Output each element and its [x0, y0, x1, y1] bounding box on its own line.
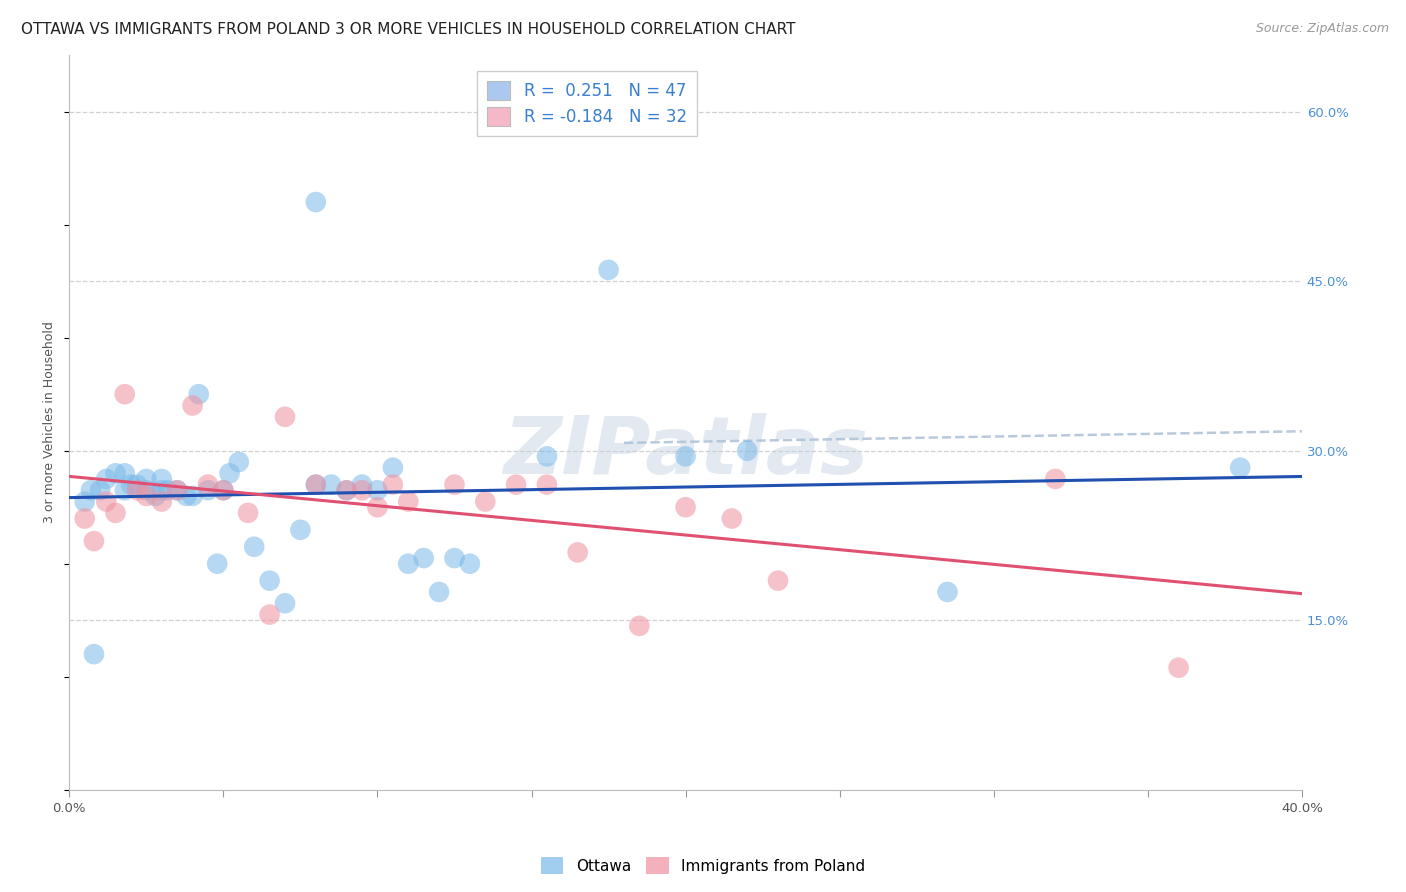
Point — [212, 483, 235, 498]
Text: ZIPatlas: ZIPatlas — [503, 413, 868, 491]
Point — [675, 500, 697, 515]
Point — [187, 387, 209, 401]
Point — [567, 545, 589, 559]
Point — [675, 450, 697, 464]
Point — [114, 387, 136, 401]
Point — [104, 506, 127, 520]
Point — [305, 477, 328, 491]
Point — [156, 483, 179, 498]
Point — [290, 523, 312, 537]
Point — [259, 574, 281, 588]
Point — [1045, 472, 1067, 486]
Point — [381, 460, 404, 475]
Point — [628, 619, 651, 633]
Point — [1229, 460, 1251, 475]
Point — [350, 483, 373, 498]
Point — [228, 455, 250, 469]
Point — [321, 477, 343, 491]
Point — [120, 477, 142, 491]
Point — [197, 483, 219, 498]
Point — [205, 557, 228, 571]
Point — [443, 551, 465, 566]
Text: OTTAWA VS IMMIGRANTS FROM POLAND 3 OR MORE VEHICLES IN HOUSEHOLD CORRELATION CHA: OTTAWA VS IMMIGRANTS FROM POLAND 3 OR MO… — [21, 22, 796, 37]
Point — [458, 557, 481, 571]
Point — [396, 557, 419, 571]
Point — [396, 494, 419, 508]
Point — [104, 467, 127, 481]
Point — [166, 483, 188, 498]
Point — [598, 263, 620, 277]
Point — [73, 494, 96, 508]
Point — [135, 472, 157, 486]
Point — [150, 483, 173, 498]
Text: Source: ZipAtlas.com: Source: ZipAtlas.com — [1256, 22, 1389, 36]
Point — [114, 467, 136, 481]
Legend: Ottawa, Immigrants from Poland: Ottawa, Immigrants from Poland — [534, 851, 872, 880]
Point — [1167, 661, 1189, 675]
Point — [166, 483, 188, 498]
Point — [381, 477, 404, 491]
Point — [243, 540, 266, 554]
Point — [83, 534, 105, 549]
Point — [336, 483, 359, 498]
Y-axis label: 3 or more Vehicles in Household: 3 or more Vehicles in Household — [44, 321, 56, 524]
Point — [305, 195, 328, 210]
Point — [536, 477, 558, 491]
Point — [145, 489, 167, 503]
Point — [505, 477, 527, 491]
Point — [135, 483, 157, 498]
Point — [181, 489, 204, 503]
Point — [336, 483, 359, 498]
Point — [96, 472, 118, 486]
Point — [127, 483, 149, 498]
Point — [536, 450, 558, 464]
Point — [181, 399, 204, 413]
Point — [80, 483, 103, 498]
Point — [350, 477, 373, 491]
Point — [412, 551, 434, 566]
Point — [366, 500, 388, 515]
Point — [274, 596, 297, 610]
Point — [274, 409, 297, 424]
Point — [150, 494, 173, 508]
Point — [83, 647, 105, 661]
Point — [735, 443, 758, 458]
Point — [305, 477, 328, 491]
Legend: R =  0.251   N = 47, R = -0.184   N = 32: R = 0.251 N = 47, R = -0.184 N = 32 — [477, 70, 697, 136]
Point — [474, 494, 496, 508]
Point — [176, 489, 198, 503]
Point — [73, 511, 96, 525]
Point — [766, 574, 789, 588]
Point — [427, 585, 450, 599]
Point — [212, 483, 235, 498]
Point — [936, 585, 959, 599]
Point — [114, 483, 136, 498]
Point — [127, 477, 149, 491]
Point — [135, 489, 157, 503]
Point — [197, 477, 219, 491]
Point — [236, 506, 259, 520]
Point — [150, 472, 173, 486]
Point — [443, 477, 465, 491]
Point — [89, 483, 111, 498]
Point — [218, 467, 240, 481]
Point — [96, 494, 118, 508]
Point — [366, 483, 388, 498]
Point — [259, 607, 281, 622]
Point — [720, 511, 742, 525]
